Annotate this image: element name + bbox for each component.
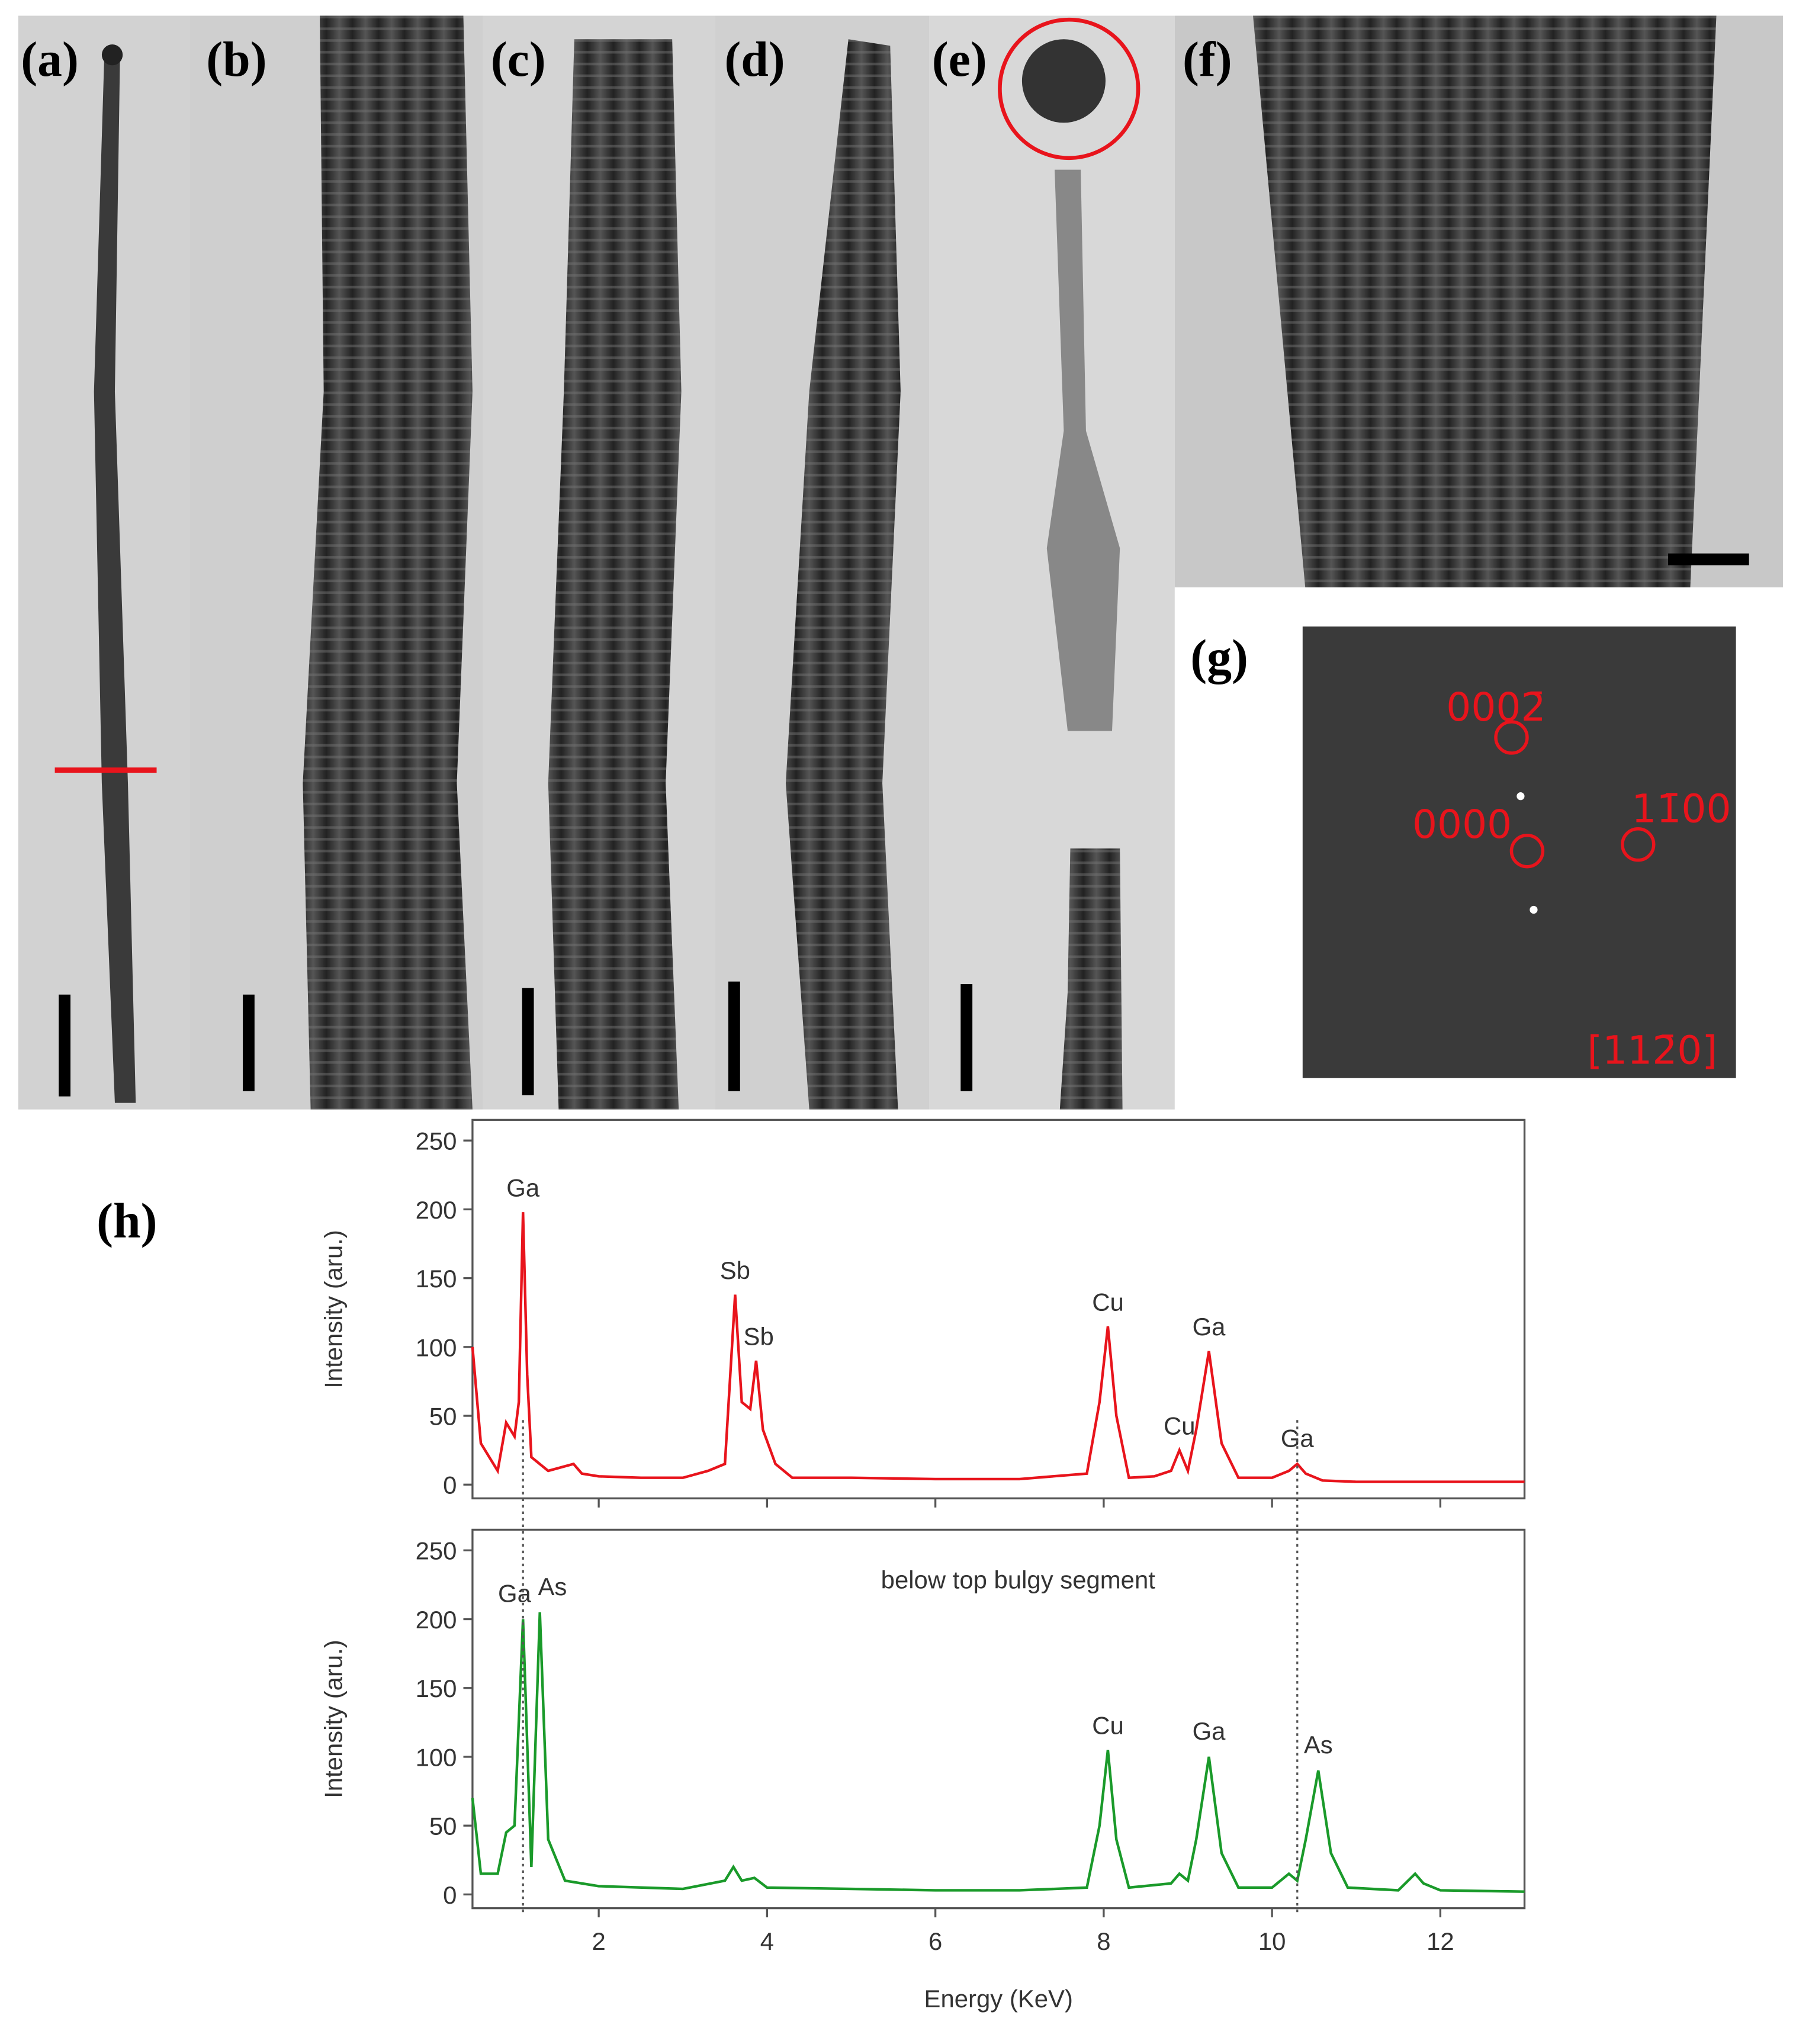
- panel-label: (f): [1183, 32, 1232, 87]
- peak-label: Sb: [720, 1256, 750, 1284]
- y-tick-label: 150: [416, 1675, 457, 1702]
- x-axis-label: Energy (KeV): [924, 1985, 1073, 2013]
- spot-label: 0002̄: [1446, 684, 1546, 730]
- y-tick-label: 100: [416, 1333, 457, 1361]
- peak-label: Cu: [1092, 1288, 1124, 1316]
- y-tick-label: 200: [416, 1606, 457, 1634]
- y-axis-label: Intensity (aru.): [320, 1230, 348, 1389]
- peak-label: Ga: [498, 1580, 532, 1608]
- y-tick-label: 200: [416, 1196, 457, 1224]
- y-tick-label: 50: [429, 1812, 457, 1840]
- peak-label: Ga: [1193, 1313, 1226, 1341]
- spot-label: 0000: [1412, 802, 1512, 847]
- x-tick-label: 8: [1097, 1927, 1110, 1955]
- y-tick-label: 0: [443, 1471, 457, 1499]
- peak-label: Sb: [744, 1322, 774, 1350]
- plot-frame: [471, 1528, 1526, 1910]
- x-tick-label: 10: [1258, 1927, 1286, 1955]
- peak-label: Ga: [506, 1174, 540, 1201]
- zone-axis: [112̄0]: [1587, 1028, 1717, 1074]
- y-tick-label: 0: [443, 1881, 457, 1909]
- panel-label: (e): [932, 32, 987, 87]
- y-tick-label: 100: [416, 1743, 457, 1771]
- x-tick-label: 2: [592, 1927, 605, 1955]
- panel-label: (b): [206, 32, 266, 87]
- panel-label: (a): [21, 32, 79, 87]
- y-tick-label: 250: [416, 1537, 457, 1565]
- panel-label: (c): [491, 32, 546, 87]
- y-axis-label: Intensity (aru.): [320, 1640, 348, 1798]
- peak-label: Cu: [1092, 1712, 1124, 1740]
- panel-label: (d): [724, 32, 785, 87]
- spot-label: 11̄00: [1631, 786, 1731, 832]
- y-tick-label: 50: [429, 1403, 457, 1431]
- peak-label: Ga: [1193, 1717, 1226, 1745]
- peak-label: As: [538, 1573, 567, 1601]
- plot-frame: [471, 1119, 1526, 1500]
- x-tick-label: 4: [760, 1927, 774, 1955]
- y-tick-label: 150: [416, 1265, 457, 1293]
- x-tick-label: 6: [928, 1927, 942, 1955]
- peak-label: As: [1304, 1731, 1333, 1759]
- tem-images: [18, 15, 1783, 1110]
- panel-label: (g): [1190, 629, 1248, 684]
- subtitle: below top bulgy segment: [881, 1566, 1156, 1594]
- y-tick-label: 250: [416, 1127, 457, 1155]
- panel-label: (h): [97, 1194, 157, 1249]
- peak-label: Cu: [1164, 1412, 1196, 1439]
- spectrum-line: [471, 1212, 1525, 1483]
- x-tick-label: 12: [1426, 1927, 1454, 1955]
- spectrum-line: [471, 1612, 1525, 1893]
